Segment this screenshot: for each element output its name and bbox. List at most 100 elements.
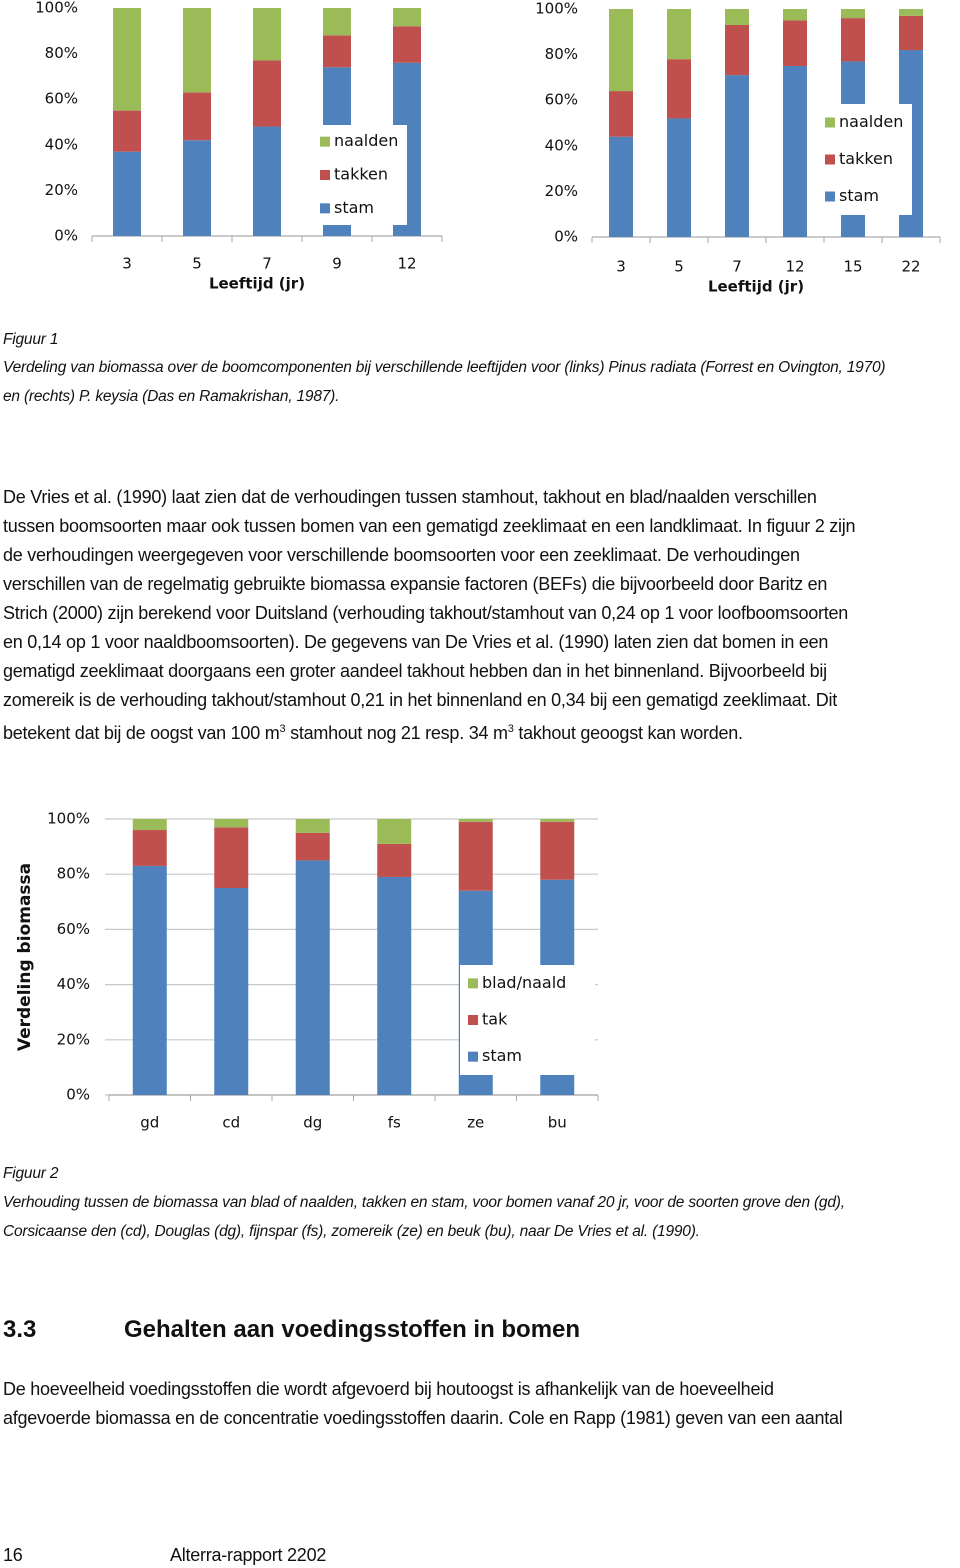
bar-segment: [253, 60, 281, 127]
legend-label: stam: [482, 1046, 522, 1065]
legend-swatch: [468, 1015, 478, 1025]
paragraph-line: verschillen van de regelmatig gebruikte …: [3, 574, 828, 594]
bar-segment: [841, 18, 865, 62]
bar-segment: [132, 819, 167, 831]
y-tick-label: 0%: [54, 227, 78, 245]
bar-segment: [609, 136, 633, 237]
legend-swatch: [825, 191, 835, 202]
legend-swatch: [468, 978, 478, 989]
bar-segment: [132, 865, 167, 1095]
legend-label: blad/naald: [482, 973, 566, 992]
y-tick-label: 80%: [545, 45, 578, 63]
bar-segment: [323, 35, 351, 68]
figure-label: Figuur 1: [3, 331, 59, 348]
section-number: 3.3: [3, 1316, 37, 1343]
bar-segment: [183, 8, 211, 93]
x-tick-label: dg: [303, 1114, 322, 1132]
paragraph-line: tussen boomsoorten maar ook tussen bomen…: [3, 516, 856, 536]
y-tick-label: 20%: [57, 1030, 90, 1048]
text-run: stamhout nog 21 resp. 34 m: [285, 723, 508, 743]
bar-segment: [323, 8, 351, 36]
page-number: 16: [3, 1545, 23, 1565]
x-tick-label: 3: [122, 255, 132, 273]
bar-segment: [540, 819, 575, 822]
paragraph-line: betekent dat bij de oogst van 100 m3 sta…: [3, 718, 743, 744]
x-tick-label: 12: [397, 255, 416, 273]
x-tick-label: 7: [732, 258, 742, 276]
y-tick-label: 0%: [554, 228, 578, 246]
x-tick-label: cd: [222, 1114, 240, 1132]
paragraph-line: zomereik is de verhouding takhout/stamho…: [3, 690, 838, 710]
legend-swatch: [320, 170, 330, 180]
legend-label: stam: [334, 198, 374, 217]
bar-segment: [725, 75, 749, 238]
text-run: takhout geoogst kan worden.: [513, 723, 743, 743]
x-tick-label: 3: [616, 258, 626, 276]
legend-swatch: [468, 1051, 478, 1062]
x-tick-label: 12: [785, 258, 804, 276]
y-tick-label: 80%: [57, 865, 90, 883]
x-tick-label: 22: [901, 258, 920, 276]
bar-segment: [725, 24, 749, 76]
x-tick-label: 15: [843, 258, 862, 276]
y-tick-label: 100%: [35, 0, 78, 17]
bar-segment: [113, 151, 141, 236]
legend-swatch: [320, 203, 330, 214]
paragraph-line: De Vries et al. (1990) laat zien dat de …: [3, 487, 817, 507]
superscript: 3: [507, 723, 514, 735]
report-name: Alterra-rapport 2202: [170, 1545, 327, 1565]
x-tick-label: fs: [388, 1114, 401, 1132]
bar-segment: [377, 843, 412, 877]
x-tick-label: gd: [140, 1114, 159, 1132]
y-axis-title: Verdeling biomassa: [15, 863, 35, 1051]
legend-swatch: [825, 154, 835, 165]
bar-segment: [609, 91, 633, 137]
legend-label: takken: [334, 165, 388, 184]
section-title: Gehalten aan voedingsstoffen in bomen: [124, 1316, 581, 1343]
bar-segment: [377, 876, 412, 1095]
bar-segment: [540, 821, 575, 880]
y-tick-label: 40%: [57, 975, 90, 993]
bar-segment: [667, 9, 691, 60]
figure-caption: Verhouding tussen de biomassa van blad o…: [3, 1194, 845, 1211]
bar-segment: [783, 66, 807, 237]
legend-swatch: [320, 136, 330, 147]
bar-segment: [393, 8, 421, 27]
bar-segment: [783, 9, 807, 21]
bar-segment: [783, 20, 807, 66]
y-tick-label: 0%: [66, 1086, 90, 1104]
bar-segment: [214, 827, 249, 888]
y-tick-label: 100%: [535, 0, 578, 18]
bar-segment: [113, 110, 141, 152]
bar-segment: [458, 821, 493, 891]
y-tick-label: 60%: [45, 90, 78, 108]
bar-segment: [295, 819, 330, 833]
y-tick-label: 80%: [45, 44, 78, 62]
bar-segment: [295, 860, 330, 1095]
bar-segment: [899, 15, 923, 51]
figure-label: Figuur 2: [3, 1165, 59, 1182]
bar-segment: [253, 8, 281, 61]
x-tick-label: 9: [332, 255, 342, 273]
figure-caption: en (rechts) P. keysia (Das en Ramakrisha…: [3, 388, 340, 405]
paragraph-line: gematigd zeeklimaat doorgaans een groter…: [3, 661, 827, 681]
paragraph-line: afgevoerde biomassa en de concentratie v…: [3, 1408, 843, 1428]
x-tick-label: 7: [262, 255, 272, 273]
bar-segment: [253, 126, 281, 236]
bar-segment: [609, 9, 633, 92]
bar-segment: [377, 819, 412, 844]
bar-segment: [295, 832, 330, 861]
legend-label: naalden: [334, 131, 398, 150]
figure-caption: Verdeling van biomassa over de boomcompo…: [3, 359, 886, 376]
bar-segment: [841, 9, 865, 19]
bar-segment: [667, 59, 691, 119]
bar-segment: [183, 92, 211, 141]
paragraph-line: de verhoudingen weergegeven voor verschi…: [3, 545, 800, 565]
legend-box: [460, 965, 595, 1075]
figure-caption: Corsicaanse den (cd), Douglas (dg), fijn…: [3, 1223, 700, 1240]
y-tick-label: 20%: [545, 182, 578, 200]
paragraph-line: en 0,14 op 1 voor naaldboomsoorten). De …: [3, 632, 829, 652]
legend-label: tak: [482, 1010, 508, 1029]
